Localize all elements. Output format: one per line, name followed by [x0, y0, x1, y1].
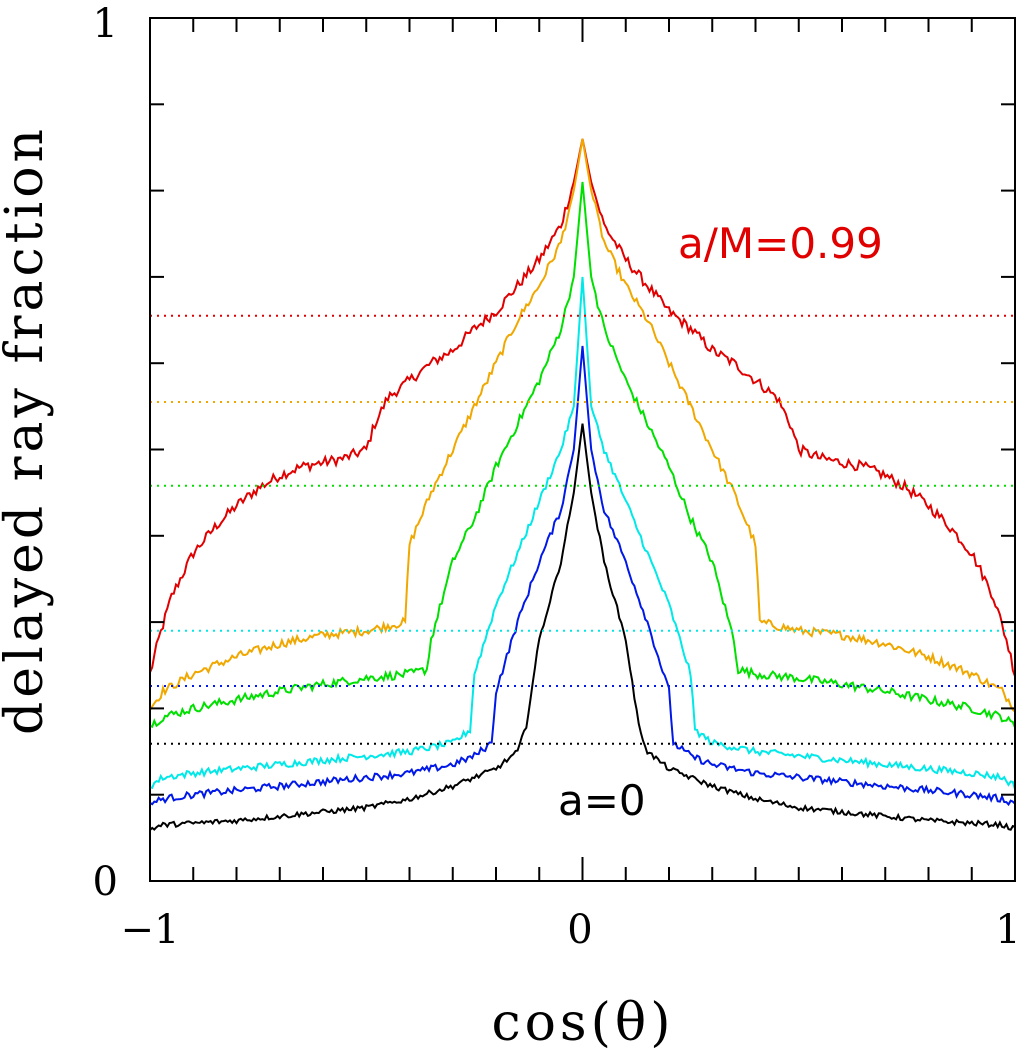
series-line-2 — [149, 181, 1016, 728]
series-layer — [149, 138, 1016, 831]
series-line-0 — [149, 138, 1016, 677]
annotation-high-spin: a/M=0.99 — [678, 219, 883, 268]
series-line-1 — [149, 138, 1016, 713]
series-line-5 — [149, 423, 1016, 831]
x-tick-label-max: 1 — [995, 907, 1020, 953]
y-tick-label-max: 1 — [93, 1, 118, 47]
x-tick-label-min: −1 — [121, 907, 180, 953]
series-line-3 — [149, 276, 1016, 790]
plot-frame — [149, 17, 1016, 882]
y-tick-label-min: 0 — [93, 859, 118, 905]
x-tick-label-mid: 0 — [567, 907, 592, 953]
annotation-zero-spin: a=0 — [558, 776, 646, 825]
mean-level-layer — [150, 314, 1015, 745]
ticks-layer — [150, 18, 1015, 881]
series-line-4 — [149, 345, 1016, 807]
x-axis-title: cos(θ) — [492, 993, 675, 1053]
y-axis-title: delayed ray fraction — [0, 125, 55, 735]
